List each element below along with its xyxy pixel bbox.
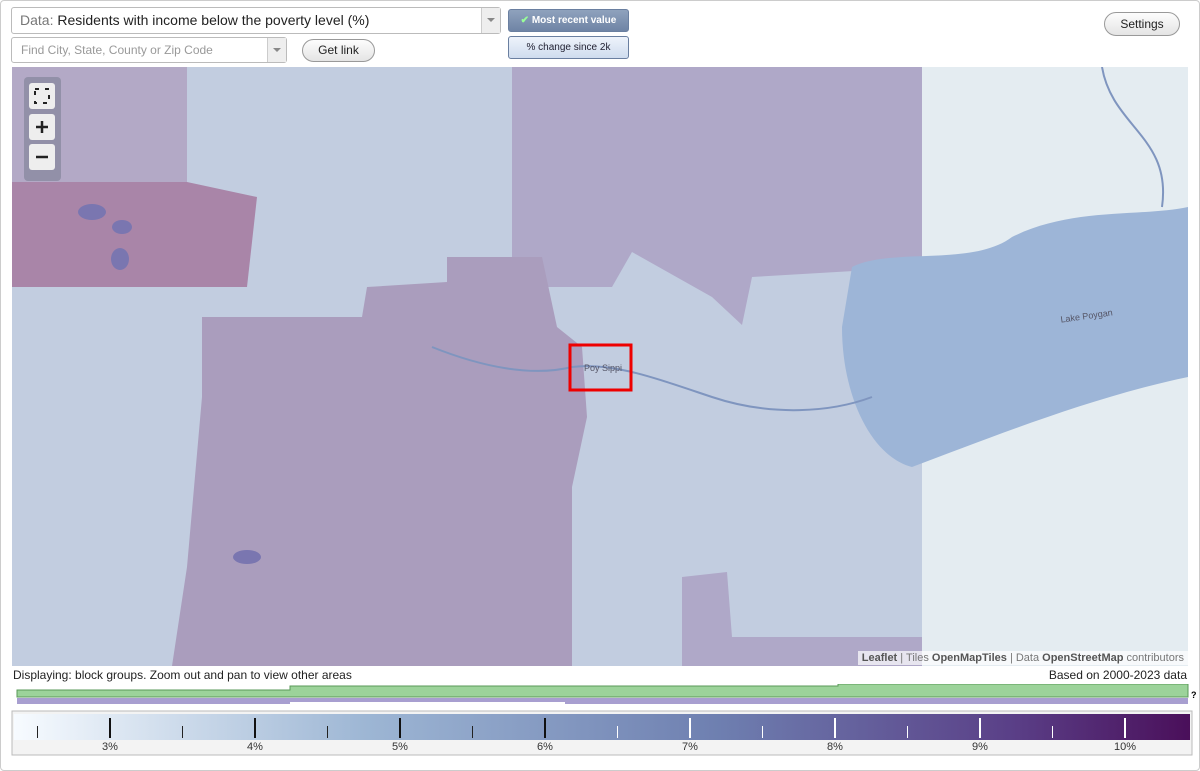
river [431,67,1165,412]
legend-label: 5% [392,741,408,753]
legend-label: 10% [1114,741,1136,753]
ponds [78,204,261,564]
data-value: Residents with income below the poverty … [57,12,370,28]
help-mark[interactable]: ? [1191,690,1197,700]
fullscreen-button[interactable] [29,83,55,109]
dropdown-arrow [267,38,286,62]
attribution: Leaflet | Tiles OpenMapTiles | Data Open… [857,651,1188,665]
timeline-bar [16,684,1189,698]
plus-icon [36,121,48,133]
displaying-text: Displaying: block groups. Zoom out and p… [13,668,352,682]
check-icon: ✔ [520,15,530,26]
pct-change-toggle[interactable]: % change since 2k [508,36,629,59]
dropdown-arrow [481,8,500,33]
legend-label: 4% [247,741,263,753]
based-on-text: Based on 2000-2023 data [1048,668,1187,682]
data-select[interactable]: Data: Residents with income below the po… [11,7,501,34]
search-placeholder: Find City, State, County or Zip Code [21,43,213,57]
most-recent-text: Most recent value [531,15,617,26]
attribution-part: | Tiles [900,652,929,664]
legend-label: 9% [972,741,988,753]
attribution-part[interactable]: Leaflet [861,652,898,664]
highlight-box [568,343,633,392]
region [682,572,922,666]
legend-label: 8% [827,741,843,753]
get-link-button[interactable]: Get link [302,39,375,62]
attribution-part: | Data [1009,652,1040,664]
zoom-controls [24,77,61,181]
region [512,67,922,325]
legend-label: 6% [537,741,553,753]
map[interactable]: Poy Sippi Lake Poygan [12,67,1188,666]
timeline-bar [17,698,1188,704]
region [12,182,257,287]
fullscreen-icon [34,88,50,104]
attribution-part[interactable]: OpenStreetMap [1042,652,1124,664]
legend-gradient [14,714,1190,740]
data-label: Data: [20,12,54,28]
legend-label: 3% [102,741,118,753]
attribution-part: contributors [1126,652,1184,664]
search-input[interactable]: Find City, State, County or Zip Code [11,37,287,63]
place-label: Poy Sippi [584,363,622,373]
legend: ? 3% 4% 5% 6% 7% 8% 9% 10% [11,684,1197,756]
lake [842,207,1188,467]
most-recent-toggle[interactable]: ✔ Most recent value [508,9,629,32]
settings-button[interactable]: Settings [1104,12,1180,36]
legend-label: 7% [682,741,698,753]
attribution-part[interactable]: OpenMapTiles [931,652,1007,664]
region [172,257,587,666]
timeline-gap [290,702,565,705]
